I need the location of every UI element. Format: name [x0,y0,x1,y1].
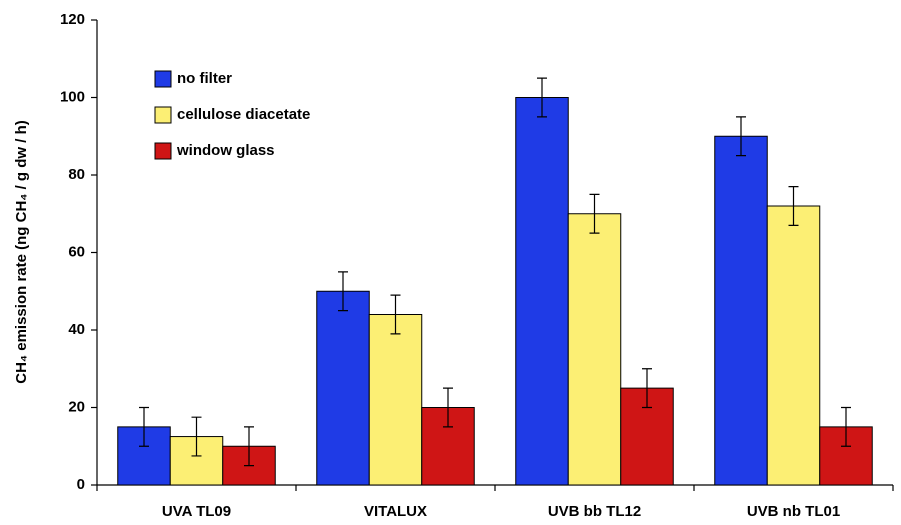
legend-swatch [154,106,172,124]
bar [567,213,622,486]
error-bar [443,387,453,428]
error-bar [139,406,149,447]
error-bar [537,77,547,118]
bar [316,290,370,486]
y-tick-label: 0 [77,476,85,493]
legend-label: no filter [177,70,232,87]
y-tick-label: 40 [68,321,85,338]
bar [714,135,768,486]
legend-swatch [154,142,172,160]
y-tick-label: 100 [60,88,85,105]
x-tick-label: VITALUX [364,503,427,520]
y-tick-label: 20 [68,398,85,415]
bar [515,97,569,486]
error-bar [191,416,202,457]
legend-label: cellulose diacetate [177,106,310,123]
x-tick-label: UVA TL09 [162,503,231,520]
x-tick-label: UVB bb TL12 [548,503,641,520]
y-axis-label: CH₄ emission rate (ng CH₄ / g dw / h) [13,120,30,383]
error-bar [841,406,851,447]
legend-label: window glass [176,142,275,159]
error-bar [244,426,254,467]
bar [766,205,821,486]
error-bar [642,368,652,409]
x-tick-label: UVB nb TL01 [747,503,840,520]
error-bar [338,271,348,312]
y-tick-label: 80 [68,166,85,183]
error-bar [589,193,600,234]
legend-swatch [154,70,172,88]
error-bar [390,294,401,335]
error-bar [736,116,746,157]
y-tick-label: 120 [60,11,85,28]
bar [368,314,423,486]
y-tick-label: 60 [68,243,85,260]
error-bar [788,186,799,226]
